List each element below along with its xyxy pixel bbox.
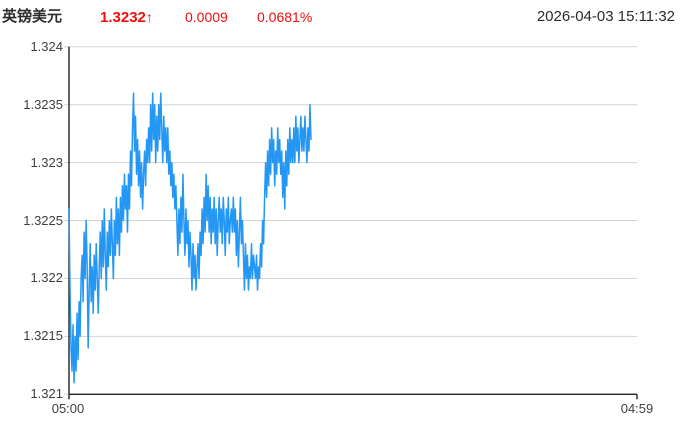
y-axis-label: 1.322 — [30, 270, 63, 286]
y-axis-label: 1.3235 — [23, 96, 63, 112]
price-change: 0.0009 — [185, 9, 228, 25]
up-arrow-icon: ↑ — [145, 9, 153, 25]
y-axis-label: 1.3215 — [23, 328, 63, 344]
price-line — [68, 92, 312, 384]
y-axis-label: 1.324 — [30, 38, 63, 54]
y-axis-label: 1.321 — [30, 386, 63, 402]
quote-timestamp: 2026-04-03 15:11:32 — [536, 8, 675, 25]
last-price-value: 1.3232 — [100, 9, 146, 26]
y-axis-label: 1.323 — [30, 154, 63, 170]
x-axis-label: 05:00 — [51, 401, 85, 416]
symbol-name: 英镑美元 — [2, 8, 63, 25]
x-axis-label: 04:59 — [620, 401, 654, 416]
last-price: 1.3232↑ — [100, 8, 153, 27]
y-axis-label: 1.3225 — [23, 212, 63, 228]
price-change-percent: 0.0681% — [257, 9, 313, 25]
